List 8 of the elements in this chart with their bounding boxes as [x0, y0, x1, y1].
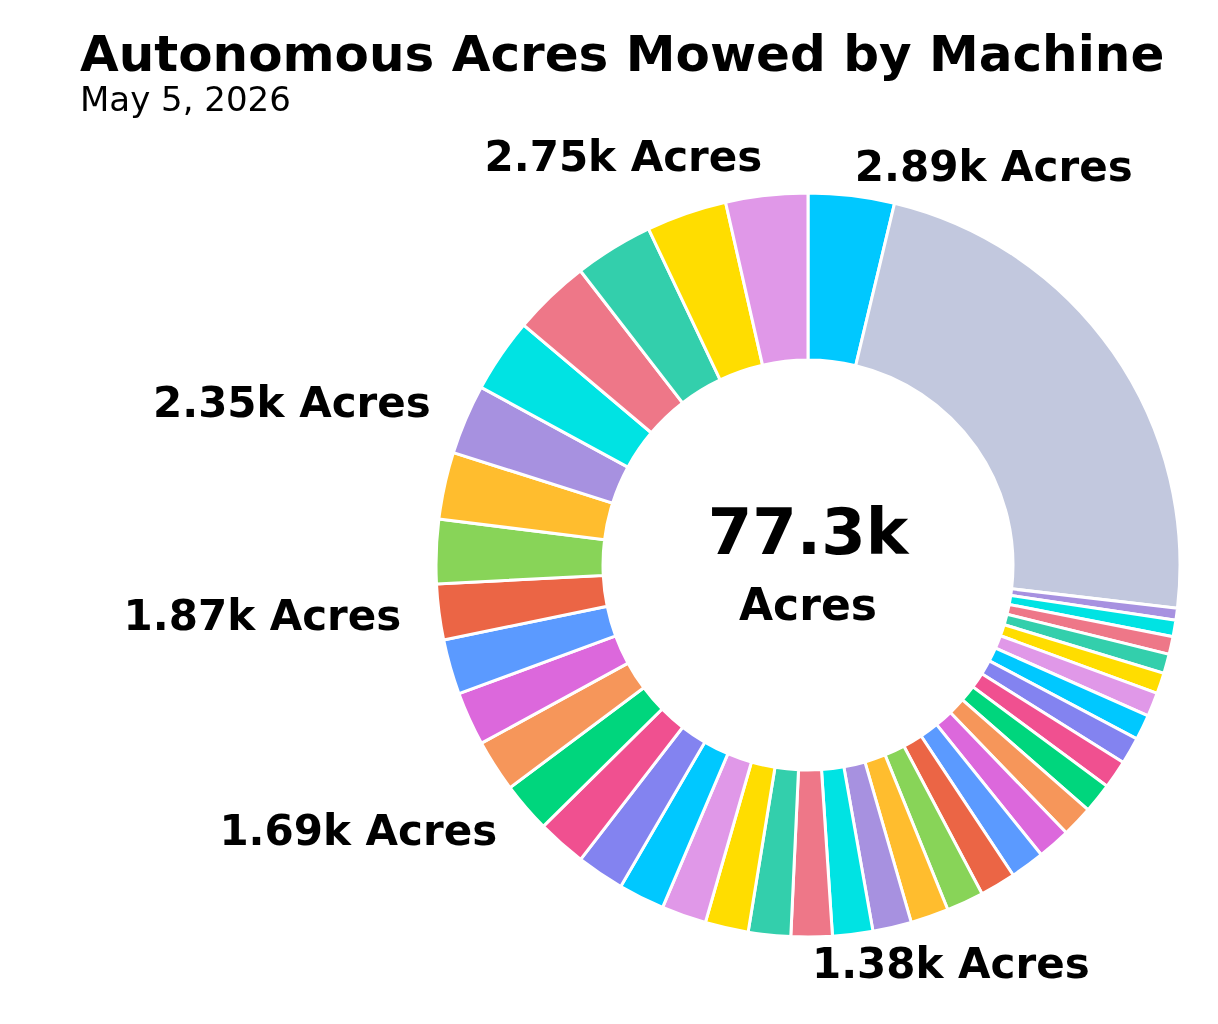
data-label: 1.69k Acres: [219, 806, 498, 856]
text: 77.3k: [707, 495, 910, 569]
data-label: 2.35k Acres: [152, 378, 431, 428]
data-label: 2.75k Acres: [484, 131, 763, 181]
data-label: 1.87k Acres: [123, 590, 402, 640]
data-label: 2.89k Acres: [854, 141, 1133, 191]
text: Acres: [739, 579, 877, 630]
data-label: 1.38k Acres: [811, 938, 1090, 988]
